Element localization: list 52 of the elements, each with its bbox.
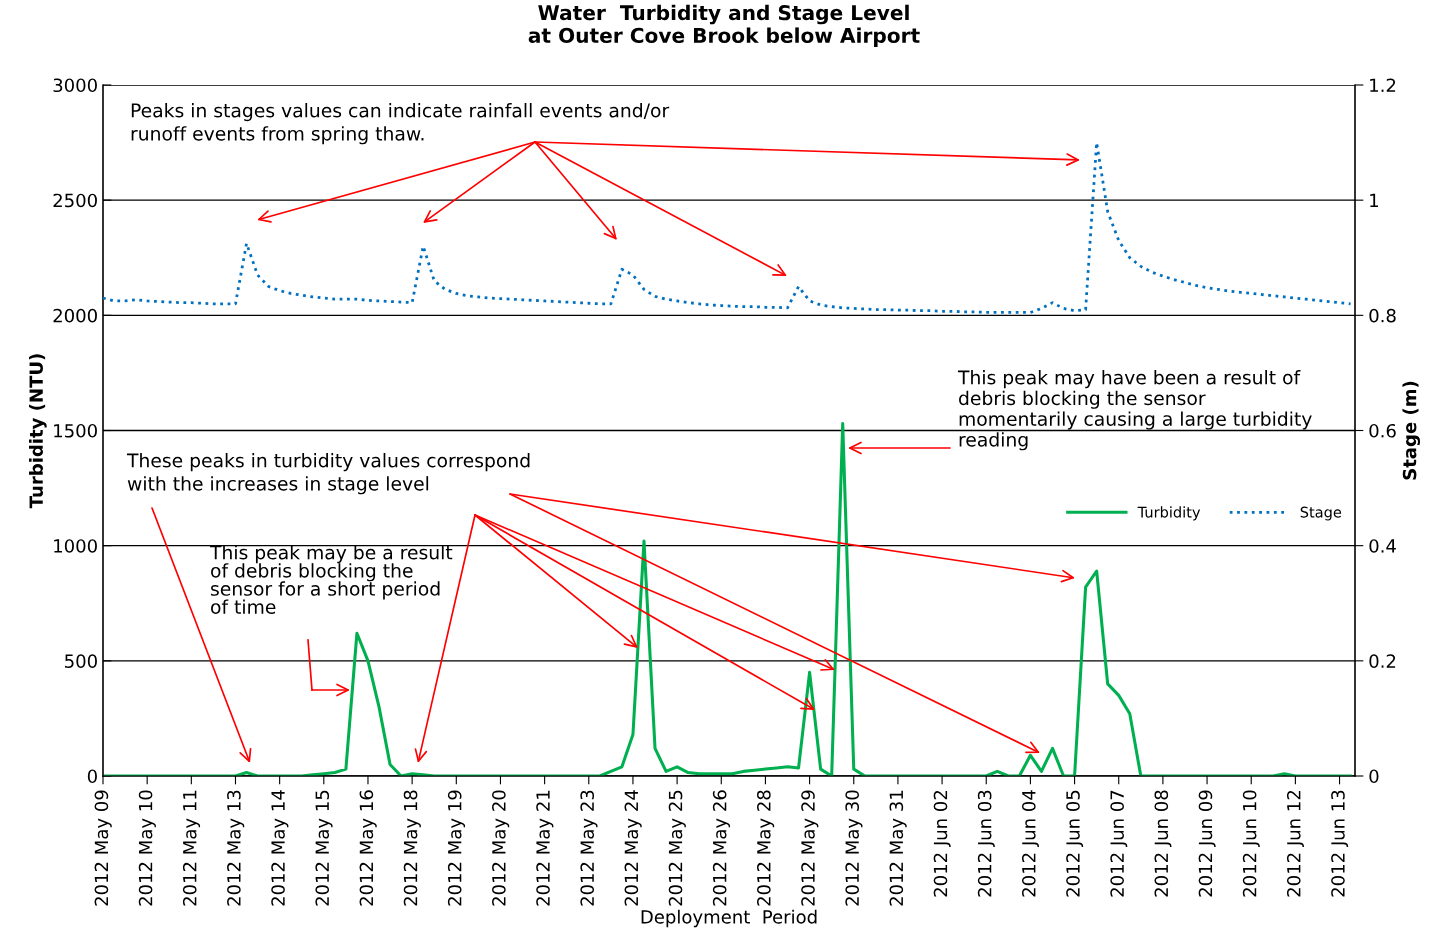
x-tick-label: 2012 May 19 [447, 790, 466, 906]
x-tick-label: 2012 May 11 [182, 790, 201, 906]
x-tick-label: 2012 May 16 [359, 790, 377, 906]
y2-tick-label: 0.6 [1369, 423, 1396, 438]
annotation: These peaks in turbidity values correspond with the increases in stage level [126, 453, 530, 495]
x-tick-label: 2012 May 09 [94, 790, 112, 906]
y-tick-label: 1000 [54, 539, 97, 553]
y2-axis-title: Stage (m) [1402, 381, 1421, 480]
legend-label: Turbidity [1137, 506, 1201, 521]
x-tick-label: 2012 Jun 04 [1021, 790, 1039, 897]
x-tick-label: 2012 May 25 [668, 790, 686, 906]
x-tick-label: 2012 May 30 [845, 790, 863, 906]
x-axis-title: Deployment Period [641, 909, 817, 928]
chart-title: Water Turbidity and Stage Level at Outer Cove Brook below Airport [528, 4, 920, 47]
y-tick-label: 500 [65, 654, 97, 668]
x-tick-label: 2012 May 31 [889, 790, 907, 906]
annotation: Peaks in stages values can indicate rainfall events and/or runoff events from spring thaw. [131, 103, 670, 145]
x-tick-label: 2012 Jun 07 [1110, 790, 1128, 897]
y-tick-label: 2000 [53, 308, 97, 323]
y2-tick-label: 0.8 [1369, 308, 1396, 323]
y-tick-label: 1500 [54, 423, 97, 438]
y2-tick-label: 0 [1369, 769, 1379, 784]
x-tick-label: 2012 May 18 [403, 790, 421, 906]
x-tick-label: 2012 May 20 [492, 790, 510, 906]
x-tick-label: 2012 May 13 [227, 790, 245, 906]
x-tick-label: 2012 May 14 [271, 790, 289, 906]
y2-tick-label: 1.2 [1370, 78, 1396, 92]
x-tick-label: 2012 May 10 [138, 790, 156, 906]
x-tick-label: 2012 Jun 13 [1331, 790, 1349, 897]
x-tick-label: 2012 May 24 [624, 790, 642, 906]
x-tick-label: 2012 Jun 09 [1198, 790, 1216, 897]
y-axis-title: Turbidity (NTU) [29, 354, 47, 509]
x-tick-label: 2012 Jun 10 [1242, 790, 1260, 897]
y2-tick-label: 0.4 [1369, 539, 1396, 553]
annotation: This peak may have been a result of debris blocking the sensor momentarily causing a large turbidity reading [957, 370, 1312, 451]
x-tick-label: 2012 Jun 08 [1154, 790, 1172, 897]
x-tick-label: 2012 Jun 12 [1286, 791, 1304, 897]
x-tick-label: 2012 May 15 [315, 790, 333, 906]
y-tick-label: 3000 [53, 78, 97, 93]
y2-tick-label: 0.2 [1369, 654, 1396, 668]
x-tick-label: 2012 May 21 [536, 790, 554, 906]
y2-tick-label: 1 [1370, 193, 1379, 208]
legend-label: Stage [1300, 506, 1342, 521]
y-tick-label: 0 [87, 769, 97, 784]
x-tick-label: 2012 May 29 [801, 790, 819, 906]
x-tick-label: 2012 May 26 [712, 790, 731, 906]
y-tick-label: 2500 [53, 193, 97, 208]
x-tick-label: 2012 Jun 02 [933, 791, 951, 897]
x-tick-label: 2012 Jun 05 [1066, 790, 1084, 897]
x-tick-label: 2012 Jun 03 [977, 790, 995, 897]
x-tick-label: 2012 May 23 [580, 790, 598, 906]
x-tick-label: 2012 May 28 [757, 790, 775, 906]
